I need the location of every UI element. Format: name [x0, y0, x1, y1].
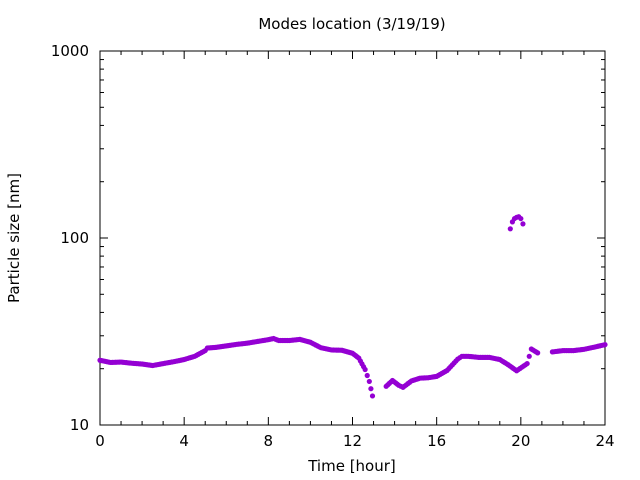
x-tick-label: 4: [179, 432, 189, 450]
y-tick-label: 100: [60, 229, 89, 247]
chart-title: Modes location (3/19/19): [258, 15, 445, 33]
x-tick-label: 20: [511, 432, 530, 450]
axis-ticks: [99, 50, 606, 426]
data-point: [520, 221, 526, 227]
data-point: [526, 353, 532, 359]
data-point: [535, 350, 541, 356]
data-point: [507, 226, 513, 232]
x-tick-label: 12: [343, 432, 362, 450]
x-tick-label: 24: [595, 432, 614, 450]
data-point: [366, 378, 372, 385]
x-axis-label: Time [hour]: [307, 457, 396, 475]
data-point: [364, 372, 370, 379]
data-point: [518, 215, 524, 222]
data-points: [97, 214, 608, 399]
x-tick-label: 16: [427, 432, 446, 450]
data-point: [602, 342, 608, 348]
y-tick-label: 1000: [51, 42, 89, 60]
data-point: [362, 366, 368, 373]
y-tick-label: 10: [70, 416, 89, 434]
x-tick-label: 8: [264, 432, 274, 450]
data-point: [524, 360, 530, 367]
y-axis-label: Particle size [nm]: [5, 173, 23, 303]
x-tick-label: 0: [95, 432, 105, 450]
data-point: [368, 386, 374, 392]
axis-tick-labels: 0 4 8 12 16 20 24 10 100 1000: [51, 42, 615, 450]
data-point: [369, 393, 376, 399]
